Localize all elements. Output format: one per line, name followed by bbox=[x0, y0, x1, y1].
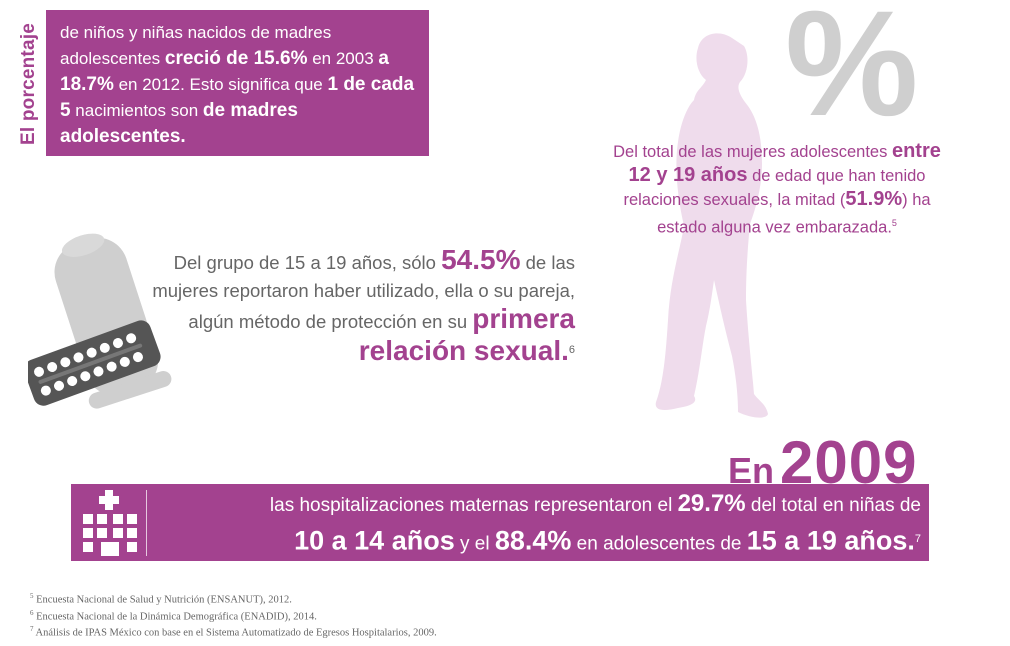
vertical-label-text: El porcentaje bbox=[18, 23, 40, 145]
text: y el bbox=[454, 533, 495, 555]
middle-stat-text: Del grupo de 15 a 19 años, sólo 54.5% de… bbox=[120, 246, 575, 368]
contraceptive-graphic bbox=[28, 233, 172, 409]
footnote-ref: 5 bbox=[891, 218, 897, 228]
highlight: primera relación sexual. bbox=[358, 303, 575, 367]
highlight: 1 de cada 5 bbox=[60, 74, 415, 121]
highlight: 15 a 19 años. bbox=[746, 525, 915, 556]
highlight: de madres adolescentes. bbox=[60, 100, 298, 147]
text: nacimientos son bbox=[70, 101, 203, 120]
text: . Esto significa que bbox=[180, 75, 328, 94]
footnote-ref: 7 bbox=[914, 533, 921, 545]
highlight: a 18.7% bbox=[60, 48, 389, 95]
text: Del total de las mujeres adolescentes bbox=[613, 143, 892, 161]
text: en 2003 bbox=[307, 49, 379, 68]
text: de las mujeres reportaron haber utilizad… bbox=[152, 252, 575, 332]
text: del total en niñas de bbox=[745, 495, 921, 516]
bottom-stat-bar: las hospitalizaciones maternas represent… bbox=[71, 484, 929, 561]
text: en 2012 bbox=[113, 75, 181, 94]
woman-silhouette-icon bbox=[655, 33, 768, 418]
highlight: 10 a 14 años bbox=[294, 525, 455, 556]
highlight: 51.9% bbox=[845, 188, 903, 210]
footnote-text: Encuesta Nacional de Salud y Nutrición (… bbox=[36, 594, 292, 606]
highlight: 88.4% bbox=[494, 525, 572, 556]
footnote-number: 5 bbox=[30, 592, 34, 600]
footnote-number: 7 bbox=[30, 625, 34, 633]
footnotes: 5 Encuesta Nacional de Salud y Nutrición… bbox=[30, 590, 437, 640]
right-stat-text: Del total de las mujeres adolescentes en… bbox=[612, 140, 942, 240]
footnote-text: Encuesta Nacional de la Dinámica Demográ… bbox=[36, 611, 317, 622]
year-value: 2009 bbox=[780, 429, 918, 496]
footnote: 6 Encuesta Nacional de la Dinámica Demog… bbox=[30, 607, 437, 624]
text: de niños y niñas nacidos de madres adole… bbox=[60, 23, 332, 68]
vertical-label: El porcentaje bbox=[14, 10, 44, 158]
footnote-number: 6 bbox=[30, 608, 34, 617]
text: de edad que han tenido relaciones sexual… bbox=[623, 167, 926, 209]
year-heading: En 2009 bbox=[728, 433, 918, 493]
year-prefix: En bbox=[728, 450, 775, 491]
footnote: 7 Análisis de IPAS México con base en el… bbox=[30, 623, 437, 640]
highlight: 54.5% bbox=[441, 244, 521, 275]
bottom-line-1: las hospitalizaciones maternas represent… bbox=[153, 490, 921, 520]
highlight: entre 12 y 19 años bbox=[628, 140, 941, 186]
divider bbox=[146, 490, 147, 556]
bottom-stat-text: las hospitalizaciones maternas represent… bbox=[153, 490, 921, 563]
footnote-ref: 6 bbox=[568, 344, 575, 356]
highlight: 29.7% bbox=[677, 490, 746, 517]
footnote-text: Análisis de IPAS México con base en el S… bbox=[35, 627, 437, 639]
text: ) ha estado alguna vez embarazada. bbox=[657, 191, 931, 237]
text: en adolescentes de bbox=[571, 533, 747, 555]
bottom-line-2: 10 a 14 años y el 88.4% en adolescentes … bbox=[153, 520, 921, 563]
hospital-icon bbox=[83, 490, 137, 556]
footnote: 5 Encuesta Nacional de Salud y Nutrición… bbox=[30, 590, 437, 607]
pill-pack-icon bbox=[28, 320, 161, 406]
text: Del grupo de 15 a 19 años, sólo bbox=[173, 252, 442, 273]
percent-icon: % bbox=[785, 0, 919, 147]
top-stat-box: de niños y niñas nacidos de madres adole… bbox=[46, 10, 429, 156]
text: las hospitalizaciones maternas represent… bbox=[269, 495, 678, 516]
highlight: creció de 15.6% bbox=[164, 48, 308, 69]
